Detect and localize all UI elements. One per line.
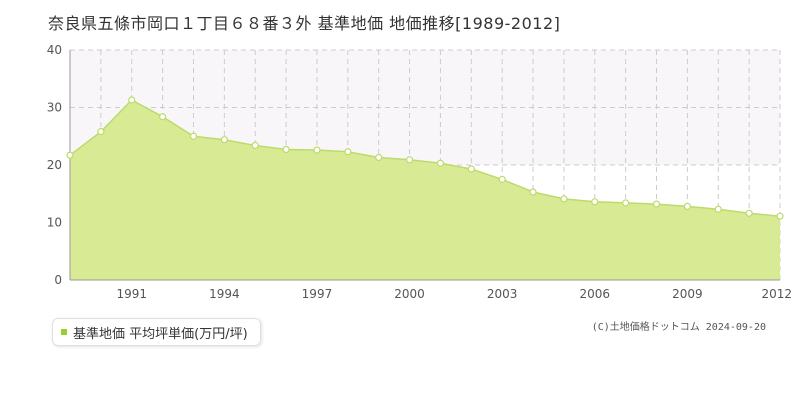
data-point — [159, 113, 167, 121]
data-point — [251, 141, 259, 150]
data-points — [66, 96, 784, 220]
x-tick-label: 2000 — [394, 287, 425, 301]
x-tick-label: 2012 — [761, 287, 792, 301]
y-tick-label: 0 — [54, 273, 62, 287]
x-tick-label: 1994 — [209, 287, 240, 301]
data-point — [560, 195, 568, 203]
x-tick-labels: 1991 1994 1997 2000 2003 2006 2009 2012 — [116, 287, 792, 301]
data-point — [498, 175, 506, 183]
data-point — [220, 136, 228, 144]
x-tick-label: 2006 — [580, 287, 611, 301]
legend: 基準地価 平均坪単価(万円/坪) — [52, 318, 261, 346]
x-tick-label: 2003 — [487, 287, 518, 301]
x-tick-label: 1997 — [302, 287, 333, 301]
x-tick-label: 2009 — [672, 287, 703, 301]
legend-label: 基準地価 平均坪単価(万円/坪) — [73, 326, 248, 342]
data-point — [652, 200, 661, 208]
data-point — [683, 202, 691, 210]
series-line — [69, 99, 781, 217]
data-point — [375, 153, 383, 162]
data-point — [529, 188, 537, 196]
y-tick-label: 40 — [47, 43, 62, 57]
data-point — [622, 199, 630, 207]
data-point — [282, 145, 290, 154]
x-tick-label: 1991 — [116, 287, 147, 301]
data-point — [467, 165, 475, 173]
data-point — [591, 198, 599, 206]
y-tick-label: 10 — [47, 216, 62, 230]
y-tick-labels: 0 10 20 30 40 — [47, 43, 62, 287]
data-point — [745, 209, 753, 217]
data-point — [128, 96, 136, 104]
y-tick-label: 20 — [47, 158, 62, 172]
chart-title: 奈良県五條市岡口１丁目６８番３外 基準地価 地価推移[1989-2012] — [48, 14, 561, 33]
copyright-credit: (C)土地価格ドットコム 2024-09-20 — [591, 322, 766, 333]
data-point — [405, 156, 414, 164]
legend-swatch — [61, 329, 67, 335]
data-point — [344, 148, 352, 156]
data-point — [66, 151, 74, 159]
series-area — [70, 100, 780, 280]
data-point — [776, 212, 784, 220]
y-tick-label: 30 — [47, 101, 62, 115]
data-point — [313, 146, 321, 154]
data-point — [189, 132, 198, 140]
data-point — [714, 205, 722, 213]
data-point — [97, 128, 105, 136]
data-point — [436, 159, 445, 167]
